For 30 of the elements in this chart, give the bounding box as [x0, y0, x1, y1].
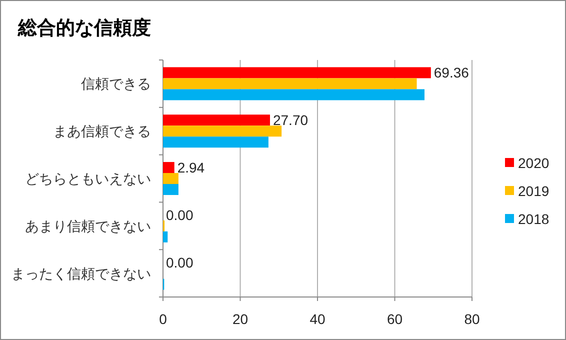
bar [163, 231, 168, 242]
y-tick-label: まったく信頼できない [11, 265, 151, 282]
y-tick-label: まあ信頼できる [53, 123, 151, 140]
bar [163, 67, 431, 78]
bar [163, 162, 174, 173]
y-tick-label: あまり信頼できない [25, 218, 151, 234]
x-tick-label: 0 [159, 311, 168, 327]
bar [163, 184, 178, 195]
data-label: 69.36 [434, 64, 470, 81]
bar [163, 126, 282, 137]
y-tick-label: 信頼できる [81, 76, 151, 92]
y-tick-label: どちらともいえない [25, 170, 151, 186]
data-label: 2.94 [177, 160, 205, 176]
bar [163, 136, 268, 148]
bar [163, 89, 424, 100]
x-tick-label: 20 [232, 311, 248, 327]
x-tick-label: 60 [386, 311, 403, 327]
data-label: 0.00 [166, 206, 194, 223]
data-label: 0.00 [166, 254, 194, 270]
x-tick-label: 80 [464, 311, 480, 327]
legend-label: 2018 [518, 211, 550, 227]
bar [163, 78, 417, 90]
bar [163, 173, 178, 184]
legend-label: 2020 [518, 155, 550, 171]
x-tick-label: 40 [310, 311, 326, 327]
bar [163, 114, 270, 126]
title: 総合的な信頼度 [18, 18, 151, 39]
data-label: 27.70 [272, 112, 308, 128]
plot: 0 20 40 60 80 信頼できる まあ信頼できる どちらともいえない あまり信頼できない まったく信頼できない 69.36 27.70 2.94 0.00 0.00 [11, 60, 480, 327]
legend-label: 2019 [518, 183, 550, 199]
